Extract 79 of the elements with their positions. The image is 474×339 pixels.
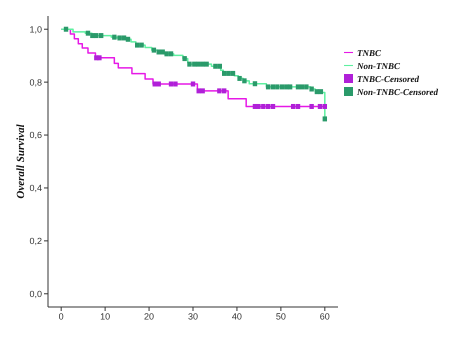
point [266, 84, 270, 90]
point [322, 116, 328, 122]
point [280, 84, 284, 90]
point [296, 84, 300, 90]
x-tick-label: 30 [188, 311, 198, 322]
y-tick-label: 0,0 [29, 288, 42, 299]
point [256, 104, 261, 109]
y-tick-label: 0,2 [29, 236, 42, 246]
point [122, 35, 126, 40]
point [200, 62, 205, 67]
y-axis-title: Overall Survival [14, 123, 27, 199]
legend-label: TNBC-Censored [357, 74, 420, 84]
point [204, 62, 209, 67]
point [218, 64, 222, 69]
point [192, 62, 197, 67]
point [242, 78, 247, 84]
point [86, 30, 90, 36]
y-tick-label: 1,0 [29, 24, 42, 34]
point [237, 76, 242, 81]
x-tick-label: 20 [144, 311, 154, 322]
point [318, 89, 324, 94]
point [98, 33, 104, 38]
legend-label: Non-TNBC-Censored [357, 87, 438, 97]
point [318, 104, 322, 109]
point [90, 33, 95, 38]
point [226, 70, 231, 76]
point [266, 104, 270, 109]
point [152, 48, 156, 53]
point [300, 84, 304, 90]
point [288, 84, 292, 90]
point [270, 104, 276, 109]
point [314, 89, 320, 94]
point [94, 33, 99, 38]
x-tick-label: 0 [58, 311, 64, 322]
point [168, 51, 174, 56]
point [222, 88, 226, 94]
point [160, 49, 165, 54]
point [222, 70, 226, 76]
point [196, 62, 200, 67]
point [126, 36, 130, 42]
point [164, 51, 169, 56]
point [117, 35, 122, 40]
point [296, 104, 300, 109]
point [290, 104, 296, 109]
point [304, 84, 309, 90]
y-tick-label: 0,4 [29, 183, 42, 194]
point [156, 49, 161, 54]
point [134, 42, 140, 48]
point [173, 81, 178, 86]
point [230, 70, 236, 76]
point [156, 81, 161, 86]
legend-label: Non-TNBC [357, 61, 400, 71]
legend-label: TNBC [357, 48, 382, 58]
point [187, 62, 192, 67]
point [213, 64, 218, 69]
point [275, 84, 280, 90]
x-tick-label: 10 [100, 311, 110, 322]
y-tick-label: 0,6 [29, 130, 42, 140]
point [97, 55, 102, 60]
point [196, 88, 201, 94]
point [152, 81, 157, 86]
point [261, 104, 266, 109]
x-tick-label: 50 [276, 311, 286, 322]
y-tick-label: 0,8 [29, 77, 42, 88]
x-tick-label: 40 [232, 311, 242, 322]
point [252, 81, 258, 86]
point [112, 34, 117, 40]
point [182, 56, 187, 62]
point [270, 84, 276, 90]
point [217, 88, 222, 94]
point [200, 88, 205, 94]
x-tick-label: 60 [320, 311, 330, 322]
point [190, 81, 196, 86]
point [64, 26, 68, 32]
point [322, 104, 328, 109]
point [168, 81, 174, 86]
point [309, 86, 314, 92]
point [139, 42, 144, 48]
point [309, 104, 314, 109]
